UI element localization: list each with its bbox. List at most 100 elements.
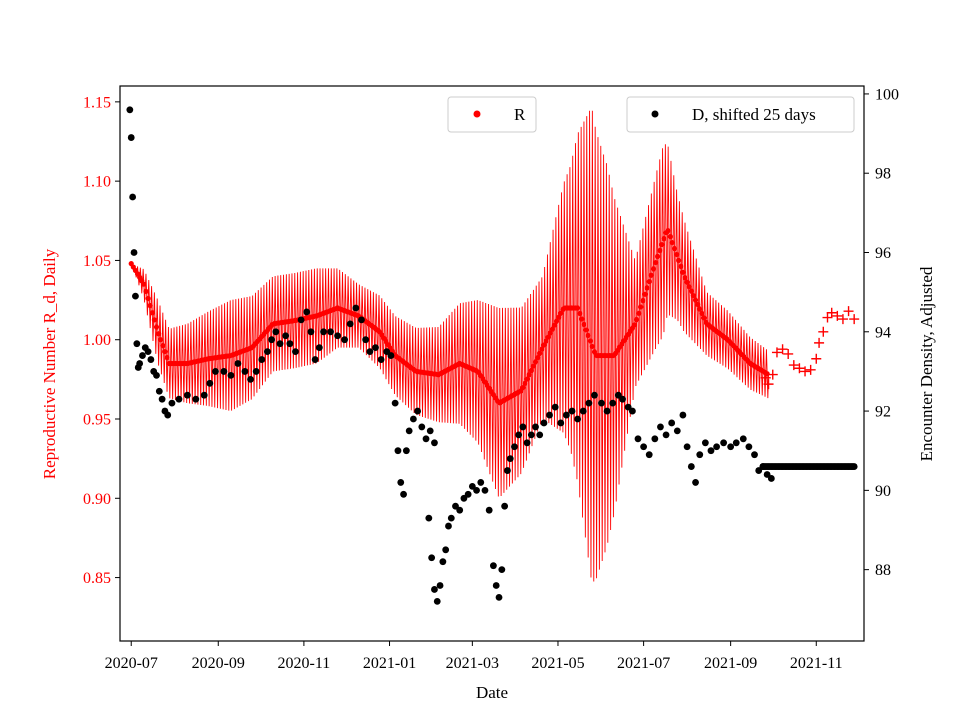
d-point (234, 360, 242, 367)
d-point (425, 514, 433, 522)
d-point (264, 348, 271, 356)
d-point (200, 391, 208, 399)
d-point (372, 344, 379, 352)
r-plus-marker (849, 314, 860, 325)
d-point (673, 427, 681, 435)
d-point (136, 360, 144, 367)
d-point (418, 423, 426, 431)
d-point (495, 593, 503, 601)
r-plus-marker (832, 310, 843, 321)
r-point (149, 310, 155, 316)
d-point (536, 431, 544, 439)
r-plus-marker (805, 364, 816, 375)
r-plus-marker (826, 307, 837, 318)
d-point (352, 304, 360, 312)
d-point (651, 435, 659, 443)
d-point (519, 423, 527, 431)
y-right-tick-label: 92 (875, 404, 891, 421)
r-point (583, 327, 589, 333)
d-point (456, 506, 464, 514)
d-point (745, 443, 753, 451)
y-right-axis-title: Encounter Density, Adjusted (917, 266, 936, 461)
r-point (526, 372, 532, 378)
d-point (409, 415, 417, 423)
r-point (549, 326, 555, 332)
d-point (153, 371, 160, 379)
r-point (585, 332, 591, 339)
r-point (695, 301, 701, 308)
d-point (527, 431, 535, 439)
d-point (683, 443, 691, 451)
d-point (692, 479, 699, 486)
d-point (334, 332, 341, 340)
d-point (713, 443, 720, 451)
d-point (720, 439, 728, 447)
r-point (657, 247, 663, 254)
r-point (669, 239, 675, 246)
d-point (212, 368, 219, 375)
d-point (585, 399, 593, 407)
d-point (394, 447, 402, 455)
x-tick-label: 2020-11 (278, 655, 331, 672)
d-point (546, 411, 553, 419)
x-tick-label: 2021-03 (446, 655, 499, 672)
r-point (650, 266, 657, 272)
d-point (679, 411, 687, 419)
d-point (579, 407, 587, 415)
r-point (543, 338, 549, 344)
y-right-tick-label: 94 (875, 324, 891, 341)
d-point (504, 467, 511, 474)
r-plus-marker (760, 372, 771, 383)
y-left-tick-label: 1.10 (83, 174, 111, 191)
d-point (447, 514, 455, 522)
d-point (696, 451, 704, 459)
y-right-tick-label: 88 (875, 562, 891, 579)
d-point (272, 328, 280, 336)
legend-r: R (447, 96, 537, 133)
legend-r-label: R (514, 105, 526, 124)
d-point (739, 435, 747, 443)
d-point (485, 506, 493, 514)
y-left-tick-label: 1.15 (83, 94, 111, 111)
d-point (609, 399, 617, 407)
d-point (327, 328, 334, 336)
x-axis-title: Date (476, 683, 508, 702)
x-tick-label: 2021-11 (790, 655, 843, 672)
r-point (520, 385, 526, 391)
r-point (671, 245, 678, 252)
d-point (362, 336, 370, 344)
d-point (405, 427, 413, 435)
d-point (311, 356, 319, 363)
d-point (591, 391, 598, 399)
d-point (397, 479, 405, 486)
d-point (428, 554, 436, 562)
legend-r-marker (473, 110, 481, 118)
r-point (684, 279, 690, 285)
x-tick-label: 2020-07 (105, 655, 158, 672)
d-point (668, 419, 676, 427)
r-point (151, 317, 157, 323)
d-point (241, 368, 249, 375)
d-point (492, 582, 500, 589)
d-point (247, 375, 254, 383)
d-point (220, 368, 228, 375)
d-point (574, 415, 582, 423)
r-plus-marker (763, 379, 774, 390)
plot-frame (119, 85, 865, 642)
d-point (439, 558, 447, 566)
d-point (498, 566, 506, 574)
r-point (147, 303, 153, 309)
d-point (568, 407, 576, 415)
d-point (707, 447, 715, 455)
x-tick-label: 2020-09 (192, 655, 245, 672)
r-point (145, 295, 151, 302)
legend-d: D, shifted 25 days (626, 96, 855, 133)
y-left-tick-label: 0.85 (83, 570, 111, 587)
r-point (652, 259, 659, 266)
y-left-tick-label: 1.05 (83, 253, 111, 270)
r-point (692, 297, 699, 303)
d-point (268, 336, 276, 344)
r-point (530, 363, 537, 369)
r-point (153, 324, 160, 330)
